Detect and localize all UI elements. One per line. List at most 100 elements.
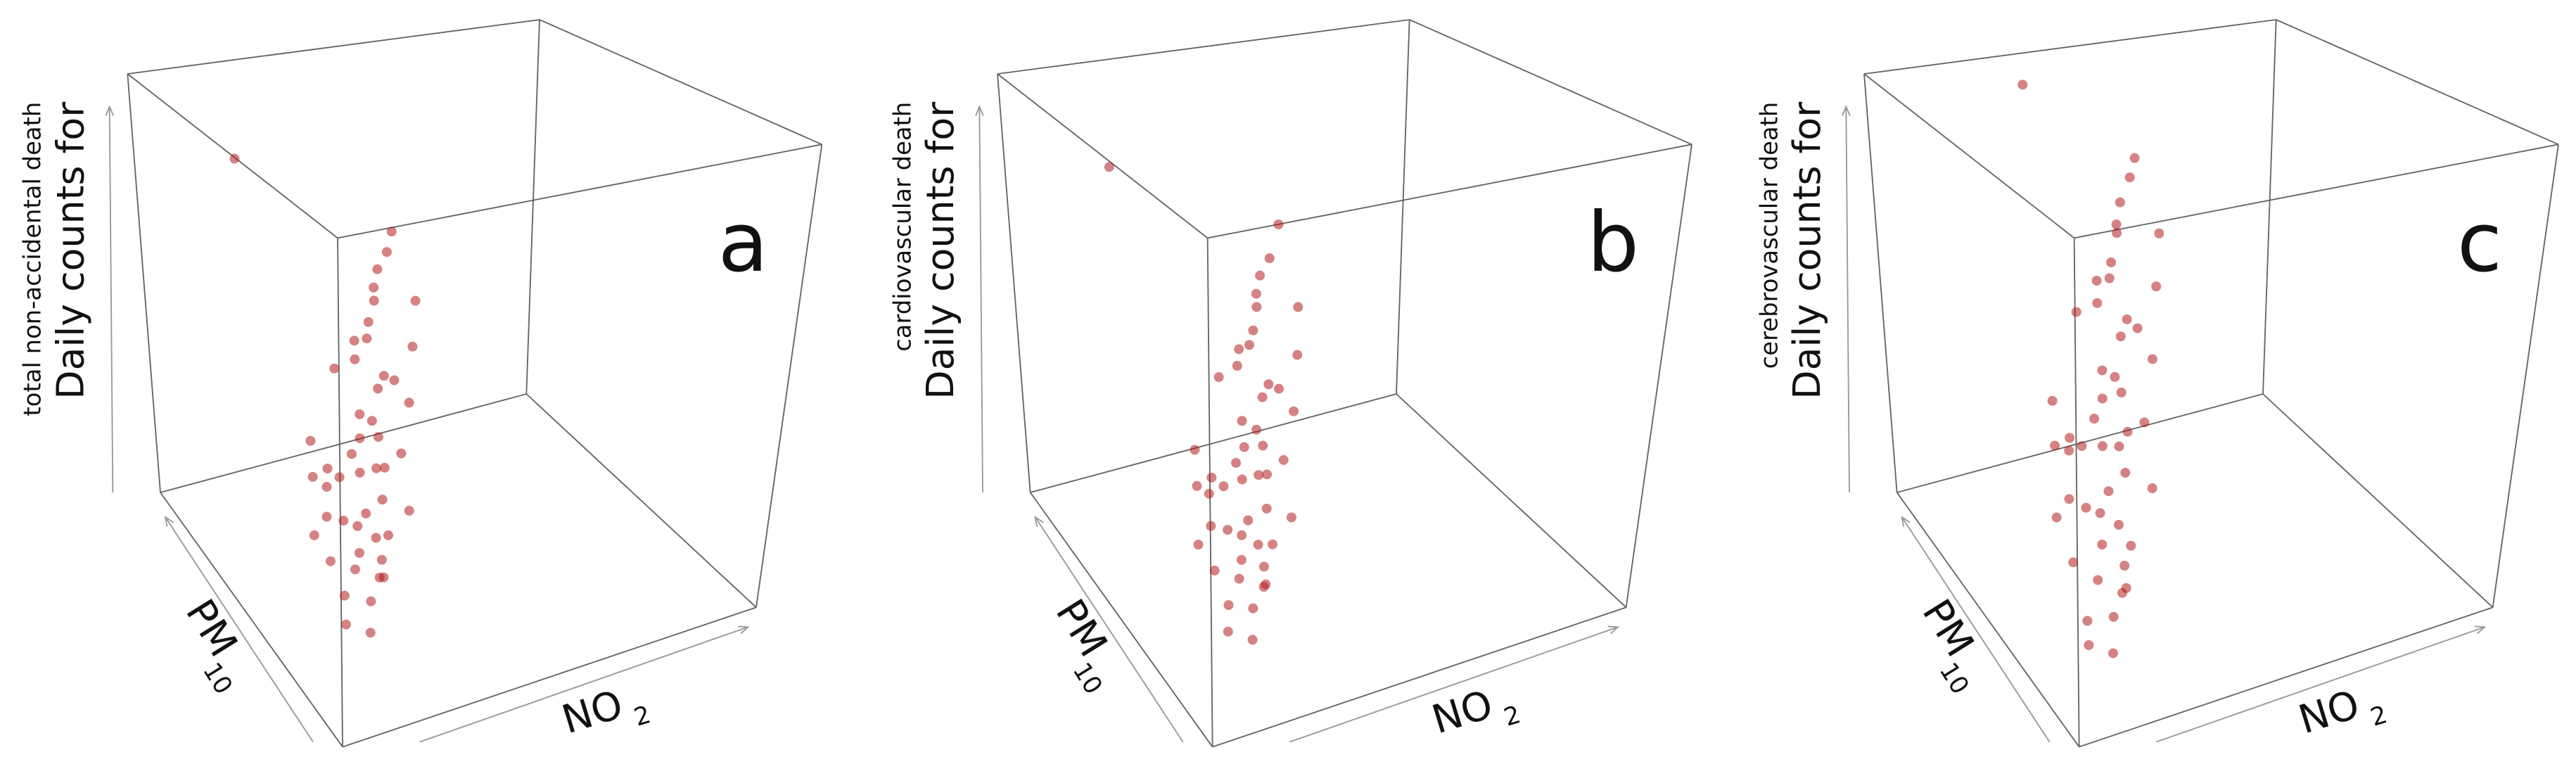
data-point (379, 462, 390, 473)
box-edge (525, 19, 540, 395)
box-edge (997, 73, 1031, 493)
data-point (355, 409, 365, 419)
box-edge (160, 393, 527, 493)
arrow-head (738, 625, 750, 635)
data-point (1253, 540, 1263, 550)
data-point (340, 619, 351, 630)
data-point (2097, 540, 2108, 550)
data-point (2082, 616, 2093, 626)
data-point (1267, 539, 1277, 549)
data-point (2154, 228, 2164, 238)
data-point (2132, 323, 2143, 333)
z-axis-label: Daily counts for (918, 101, 962, 400)
data-point (2050, 440, 2060, 451)
x-axis-label-subscript: 2 (1500, 701, 1524, 732)
box-edge (1863, 73, 1898, 493)
data-point (2068, 557, 2079, 568)
data-point (369, 295, 379, 306)
data-point (366, 416, 377, 426)
arrow-head (105, 105, 115, 116)
axis-arrow (165, 516, 314, 743)
data-point (365, 628, 376, 638)
x-axis-label-main: NO (2293, 682, 2364, 743)
y-axis-label-subscript: 10 (197, 658, 238, 699)
arrow-head (975, 105, 984, 116)
data-point (383, 530, 394, 540)
data-point (407, 341, 418, 352)
data-point (389, 375, 400, 386)
data-point (2097, 393, 2108, 404)
box-edge (525, 393, 757, 609)
y-axis-label-main: PM (1913, 592, 1983, 665)
arrow-head (164, 515, 174, 527)
data-point (373, 383, 383, 394)
data-point (410, 295, 421, 306)
data-point (1104, 162, 1114, 172)
x-axis-label: NO 2 (1427, 682, 1524, 743)
data-point (1248, 603, 1258, 613)
data-point (1232, 361, 1242, 371)
z-axis-label: Daily counts for (1785, 101, 1829, 400)
data-point (396, 448, 407, 459)
data-point (2139, 417, 2150, 428)
data-point (1218, 481, 1229, 492)
data-point (1206, 472, 1217, 483)
data-point (1263, 379, 1274, 390)
data-point (373, 432, 383, 443)
data-point (1261, 579, 1271, 590)
data-point (1231, 457, 1242, 468)
panel-letter: c (2457, 195, 2502, 291)
box-edge (1207, 144, 1692, 239)
data-point (378, 572, 389, 583)
arrow-head (1607, 625, 1620, 635)
data-point (2084, 640, 2094, 651)
data-point (2077, 441, 2087, 452)
data-point (2095, 508, 2105, 518)
data-point (1257, 392, 1268, 402)
data-point (2126, 540, 2136, 551)
data-point (2097, 365, 2108, 376)
data-point (1254, 470, 1264, 480)
box-edge (1863, 73, 2075, 239)
box-edge (1396, 19, 1410, 395)
data-point (1190, 445, 1200, 455)
box-edge (337, 144, 822, 239)
data-point (1289, 406, 1299, 416)
data-point (2089, 414, 2100, 424)
box-edge (2074, 144, 2559, 239)
data-point (1213, 372, 1224, 383)
axis-arrow (1034, 516, 1184, 743)
data-point (1192, 480, 1202, 491)
data-point (346, 449, 357, 459)
x-axis-label: NO 2 (557, 682, 654, 743)
data-point (1237, 416, 1247, 426)
y-axis-label-main: PM (1047, 592, 1116, 665)
data-point (361, 508, 371, 518)
data-point (2065, 433, 2075, 443)
data-point (2114, 441, 2124, 452)
data-point (1237, 530, 1247, 540)
data-point (378, 371, 389, 381)
data-point (2116, 387, 2127, 397)
data-point (369, 282, 379, 293)
data-point (350, 564, 360, 575)
data-point (322, 464, 333, 474)
data-point (305, 435, 316, 446)
data-point (2106, 257, 2117, 267)
axis-arrow (2156, 626, 2485, 743)
data-point (386, 227, 397, 237)
z-axis-label-sub: cerebrovascular death (1755, 102, 1783, 369)
axis-arrow (978, 106, 983, 493)
data-point (1209, 566, 1220, 576)
x-axis-label-main: NO (1427, 682, 1498, 743)
data-point (339, 590, 350, 601)
box-edge (2073, 238, 2080, 747)
data-point (354, 547, 364, 558)
data-point (350, 354, 360, 364)
data-point (307, 471, 318, 482)
data-point (2129, 153, 2140, 163)
data-point (1255, 270, 1265, 281)
data-point (404, 505, 414, 516)
